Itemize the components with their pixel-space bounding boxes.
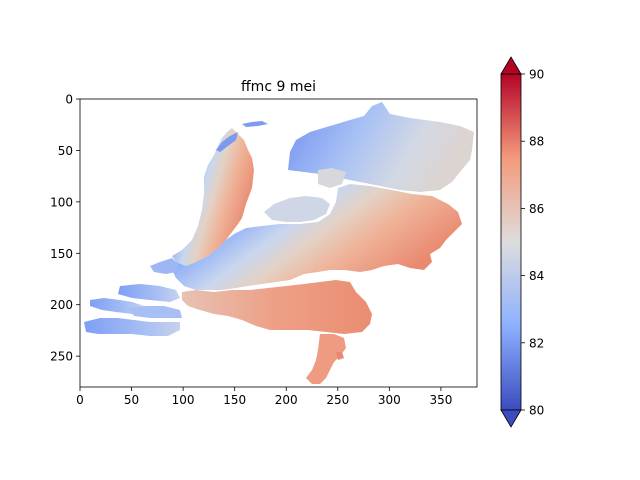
x-tick-label: 100 <box>172 393 195 407</box>
y-tick-label: 100 <box>50 195 73 209</box>
colorbar-extend-high <box>500 56 522 75</box>
x-tick-label: 300 <box>378 393 401 407</box>
colorbar-extend-low <box>500 409 522 428</box>
y-tick-label: 150 <box>50 247 73 261</box>
x-axis: 0 50 100 150 200 250 300 350 <box>76 387 452 407</box>
y-tick-label: 250 <box>50 350 73 364</box>
x-tick-label: 250 <box>326 393 349 407</box>
x-tick-label: 50 <box>124 393 139 407</box>
y-tick-label: 200 <box>50 298 73 312</box>
colorbar-tick-label: 90 <box>529 68 544 82</box>
colorbar-tick-label: 82 <box>529 336 544 350</box>
colorbar: 80 82 84 86 88 90 <box>500 56 544 428</box>
y-axis: 0 50 100 150 200 250 <box>50 93 80 364</box>
x-tick-label: 150 <box>223 393 246 407</box>
x-tick-label: 200 <box>275 393 298 407</box>
colorbar-tick-label: 80 <box>529 404 544 418</box>
colorbar-tick-label: 88 <box>529 135 544 149</box>
chart-title: ffmc 9 mei <box>241 79 316 95</box>
y-tick-label: 0 <box>65 93 73 107</box>
colorbar-gradient <box>500 73 522 411</box>
x-tick-label: 0 <box>76 393 84 407</box>
y-tick-label: 50 <box>58 144 73 158</box>
colorbar-ticks: 80 82 84 86 88 90 <box>521 68 544 418</box>
netherlands-map <box>84 102 474 384</box>
x-tick-label: 350 <box>429 393 452 407</box>
colorbar-tick-label: 84 <box>529 269 544 283</box>
colorbar-tick-label: 86 <box>529 202 544 216</box>
